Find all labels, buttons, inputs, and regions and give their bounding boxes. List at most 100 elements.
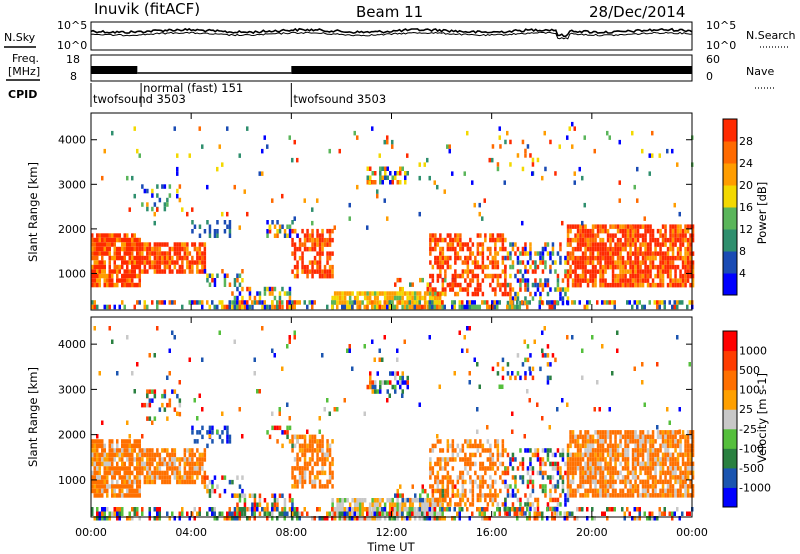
echo-cell — [121, 273, 124, 279]
echo-cell — [431, 484, 435, 489]
echo-cell — [639, 273, 642, 279]
echo-cell — [96, 443, 99, 449]
echo-cell — [108, 246, 111, 252]
echo-cell — [599, 282, 602, 288]
echo-cell — [529, 264, 532, 270]
echo-cell — [619, 470, 622, 476]
echo-cell — [221, 430, 224, 435]
echo-cell — [268, 286, 272, 292]
echo-cell — [686, 255, 690, 261]
echo-cell — [691, 237, 695, 243]
echo-cell — [446, 282, 450, 288]
echo-cell — [378, 153, 381, 158]
echo-cell — [613, 507, 616, 512]
echo-cell — [91, 237, 94, 243]
echo-cell — [251, 304, 254, 310]
echo-cell — [151, 398, 154, 403]
echo-cell — [266, 144, 269, 149]
echo-cell — [536, 502, 540, 507]
echo-cell — [166, 402, 169, 408]
echo-cell — [143, 264, 147, 270]
echo-cell — [591, 439, 595, 444]
echo-cell — [141, 260, 144, 265]
echo-cell — [576, 443, 580, 449]
colorbar-tick-label: -500 — [739, 462, 764, 475]
echo-cell — [378, 291, 382, 296]
echo-cell — [599, 461, 602, 467]
echo-cell — [429, 448, 432, 453]
echo-cell — [504, 470, 507, 476]
echo-cell — [148, 260, 152, 265]
echo-cell — [466, 497, 470, 503]
echo-cell — [286, 344, 289, 349]
echo-cell — [123, 260, 126, 265]
echo-cell — [178, 475, 182, 480]
echo-cell — [599, 430, 602, 435]
echo-cell — [651, 457, 655, 462]
echo-cell — [586, 466, 590, 471]
echo-cell — [454, 282, 457, 288]
echo-cell — [506, 362, 510, 367]
echo-cell — [689, 461, 692, 467]
echo-cell — [293, 443, 297, 449]
echo-cell — [296, 516, 299, 521]
echo-cell — [671, 264, 675, 270]
echo-cell — [203, 251, 207, 256]
echo-cell — [243, 304, 247, 310]
echo-cell — [499, 475, 502, 480]
echo-cell — [126, 479, 129, 485]
echo-cell — [406, 291, 409, 296]
echo-cell — [198, 511, 201, 516]
echo-cell — [536, 287, 540, 292]
echo-cell — [629, 434, 632, 440]
echo-cell — [296, 233, 299, 238]
echo-cell — [516, 269, 520, 274]
echo-cell — [459, 287, 462, 292]
echo-cell — [141, 470, 144, 476]
echo-cell — [649, 282, 652, 288]
echo-cell — [301, 475, 304, 480]
echo-cell — [591, 493, 595, 498]
echo-cell — [318, 264, 322, 270]
echo-cell — [631, 260, 635, 265]
echo-cell — [576, 260, 580, 265]
echo-cell — [656, 282, 660, 288]
echo-cell — [198, 452, 202, 458]
echo-cell — [181, 475, 184, 480]
echo-cell — [233, 282, 237, 287]
echo-cell — [396, 291, 399, 296]
echo-cell — [208, 479, 212, 485]
echo-cell — [581, 475, 585, 480]
echo-cell — [664, 479, 667, 485]
echo-cell — [256, 389, 259, 394]
echo-cell — [351, 291, 354, 296]
echo-cell — [231, 511, 234, 516]
echo-cell — [288, 507, 292, 512]
echo-cell — [624, 282, 627, 288]
echo-cell — [501, 479, 505, 485]
echo-cell — [454, 255, 457, 261]
echo-cell — [576, 278, 580, 283]
echo-cell — [433, 180, 436, 185]
echo-cell — [551, 497, 555, 503]
echo-cell — [599, 452, 602, 458]
echo-cell — [644, 466, 647, 471]
echo-cell — [311, 269, 314, 274]
echo-cell — [136, 511, 139, 516]
echo-cell — [539, 278, 542, 283]
echo-cell — [554, 466, 557, 471]
echo-cell — [594, 466, 597, 471]
echo-cell — [293, 457, 297, 462]
echo-cell — [556, 407, 559, 412]
echo-cell — [504, 273, 507, 279]
echo-cell — [644, 260, 647, 265]
echo-cell — [196, 264, 199, 270]
echo-cell — [581, 269, 585, 274]
echo-cell — [396, 493, 399, 498]
echo-cell — [346, 507, 349, 512]
echo-cell — [371, 180, 374, 185]
echo-cell — [471, 497, 475, 503]
echo-cell — [403, 516, 407, 521]
echo-cell — [271, 502, 274, 507]
echo-cell — [376, 516, 379, 521]
